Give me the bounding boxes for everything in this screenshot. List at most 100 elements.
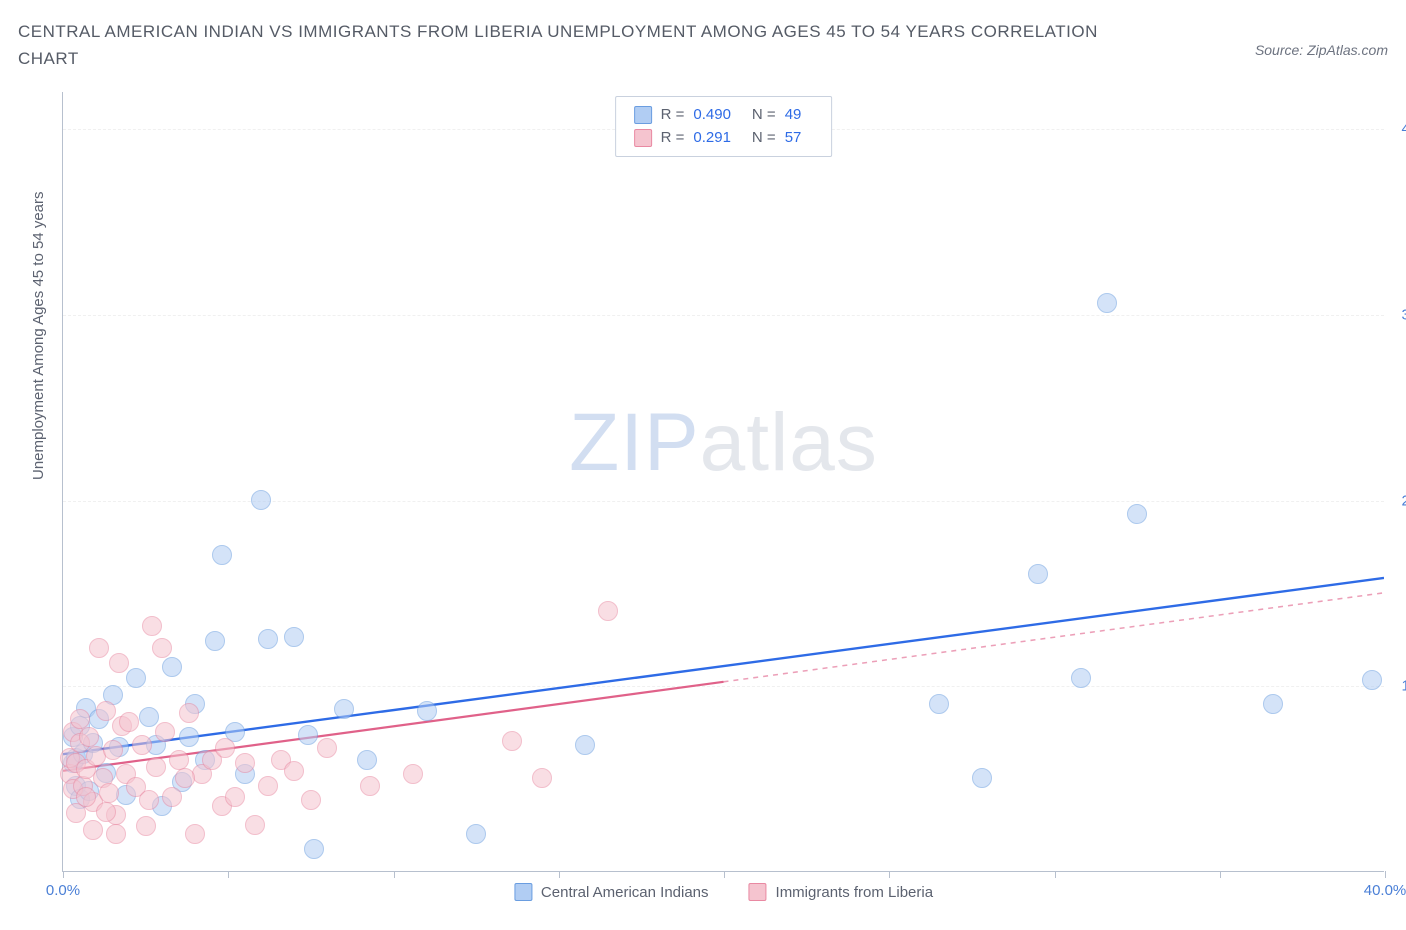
data-point (106, 824, 126, 844)
gridline (63, 315, 1384, 316)
chart-source: Source: ZipAtlas.com (1255, 42, 1388, 58)
x-tick-label: 40.0% (1364, 882, 1406, 899)
data-point (466, 824, 486, 844)
legend-series-item: Central American Indians (514, 883, 709, 901)
data-point (142, 616, 162, 636)
x-tick (724, 871, 725, 878)
legend-n-label: N = (752, 127, 776, 150)
data-point (598, 601, 618, 621)
y-tick-label: 20.0% (1390, 492, 1406, 509)
data-point (96, 701, 116, 721)
watermark: ZIPatlas (569, 396, 878, 490)
watermark-atlas: atlas (700, 397, 878, 488)
data-point (146, 757, 166, 777)
x-tick (889, 871, 890, 878)
trend-lines (63, 92, 1384, 871)
data-point (235, 753, 255, 773)
data-point (152, 638, 172, 658)
data-point (139, 707, 159, 727)
data-point (284, 761, 304, 781)
legend-stat-row: R = 0.291 N = 57 (634, 127, 814, 150)
legend-swatch (749, 883, 767, 901)
data-point (162, 657, 182, 677)
data-point (109, 653, 129, 673)
data-point (972, 768, 992, 788)
data-point (139, 790, 159, 810)
y-tick-label: 40.0% (1390, 121, 1406, 138)
data-point (179, 703, 199, 723)
data-point (179, 727, 199, 747)
legend-swatch (514, 883, 532, 901)
data-point (251, 490, 271, 510)
data-point (929, 694, 949, 714)
x-tick-label: 0.0% (46, 882, 80, 899)
data-point (284, 627, 304, 647)
data-point (317, 738, 337, 758)
data-point (417, 701, 437, 721)
x-tick (1220, 871, 1221, 878)
y-axis-title: Unemployment Among Ages 45 to 54 years (30, 191, 47, 480)
data-point (1097, 293, 1117, 313)
data-point (89, 638, 109, 658)
data-point (258, 776, 278, 796)
data-point (83, 820, 103, 840)
x-tick (394, 871, 395, 878)
legend-n-value: 49 (785, 104, 802, 127)
data-point (245, 815, 265, 835)
legend-series-label: Immigrants from Liberia (776, 884, 934, 901)
data-point (334, 699, 354, 719)
legend-stat-row: R = 0.490 N = 49 (634, 104, 814, 127)
data-point (136, 816, 156, 836)
data-point (185, 824, 205, 844)
data-point (1362, 670, 1382, 690)
data-point (70, 709, 90, 729)
legend-stats: R = 0.490 N = 49 R = 0.291 N = 57 (615, 96, 833, 157)
data-point (1028, 564, 1048, 584)
watermark-zip: ZIP (569, 397, 700, 488)
data-point (119, 712, 139, 732)
data-point (1071, 668, 1091, 688)
data-point (215, 738, 235, 758)
chart-title: CENTRAL AMERICAN INDIAN VS IMMIGRANTS FR… (18, 18, 1118, 72)
data-point (1127, 504, 1147, 524)
legend-swatch (634, 129, 652, 147)
data-point (155, 722, 175, 742)
data-point (225, 787, 245, 807)
data-point (502, 731, 522, 751)
y-tick-label: 30.0% (1390, 306, 1406, 323)
legend-swatch (634, 106, 652, 124)
legend-n-value: 57 (785, 127, 802, 150)
data-point (76, 787, 96, 807)
legend-n-label: N = (752, 104, 776, 127)
data-point (360, 776, 380, 796)
legend-r-label: R = (661, 127, 685, 150)
x-tick (63, 871, 64, 878)
data-point (205, 631, 225, 651)
legend-series: Central American Indians Immigrants from … (514, 883, 933, 901)
legend-r-value: 0.490 (693, 104, 731, 127)
x-tick (559, 871, 560, 878)
x-tick (1385, 871, 1386, 878)
data-point (304, 839, 324, 859)
data-point (162, 787, 182, 807)
legend-r-value: 0.291 (693, 127, 731, 150)
data-point (575, 735, 595, 755)
data-point (132, 735, 152, 755)
data-point (96, 802, 116, 822)
data-point (357, 750, 377, 770)
data-point (79, 727, 99, 747)
data-point (175, 768, 195, 788)
data-point (1263, 694, 1283, 714)
x-tick (228, 871, 229, 878)
legend-series-item: Immigrants from Liberia (749, 883, 934, 901)
x-tick (1055, 871, 1056, 878)
data-point (532, 768, 552, 788)
legend-r-label: R = (661, 104, 685, 127)
data-point (301, 790, 321, 810)
data-point (212, 545, 232, 565)
gridline (63, 686, 1384, 687)
data-point (99, 783, 119, 803)
data-point (169, 750, 189, 770)
data-point (126, 668, 146, 688)
data-point (298, 725, 318, 745)
